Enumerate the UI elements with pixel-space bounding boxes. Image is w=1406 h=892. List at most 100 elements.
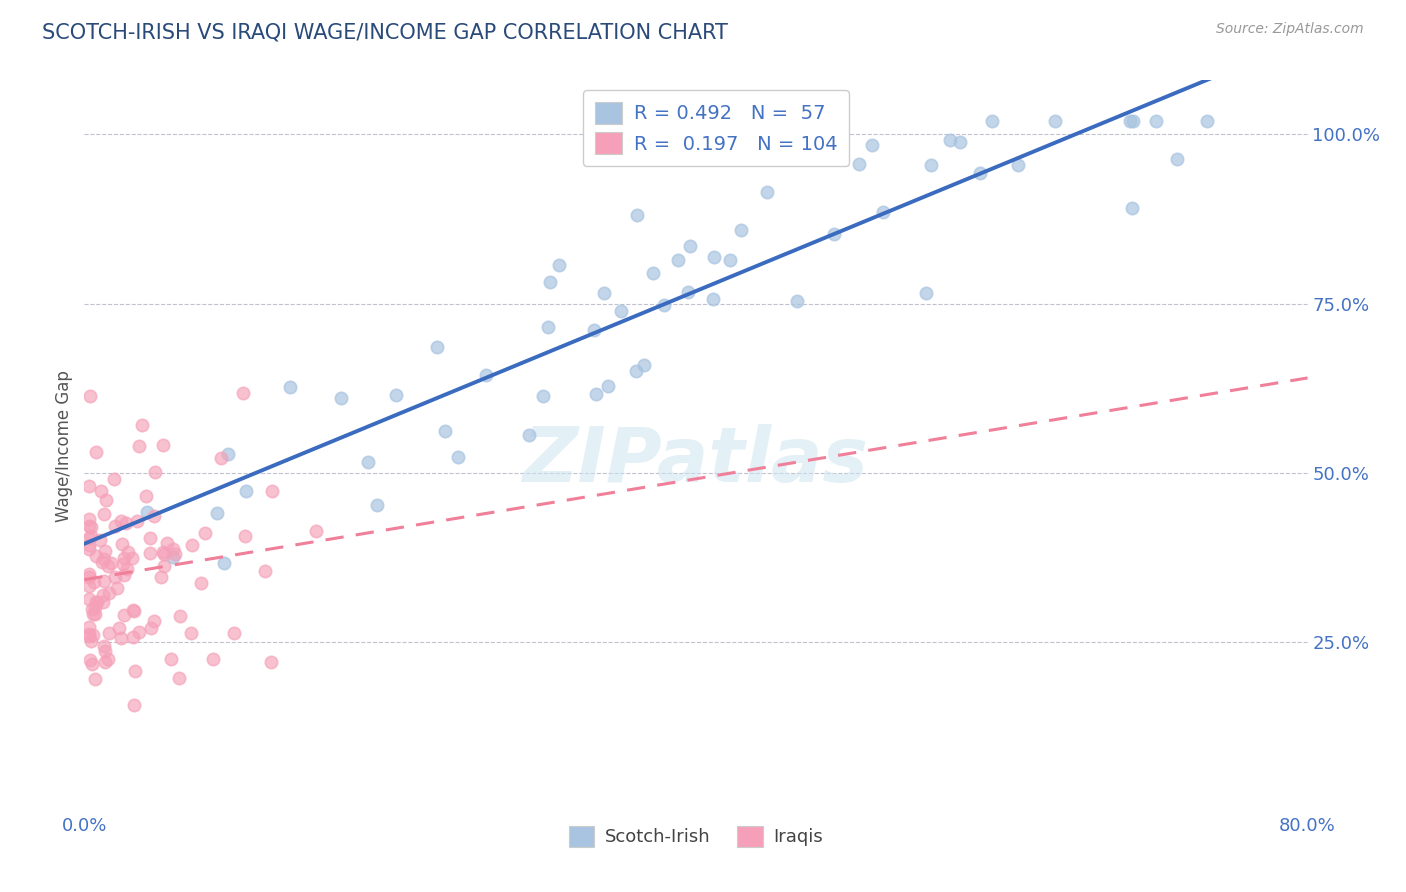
- Point: [1118, 114, 1140, 128]
- Point: [139, 531, 162, 545]
- Point: [91, 554, 114, 568]
- Point: [77, 591, 100, 606]
- Point: [156, 536, 179, 550]
- Point: [260, 483, 283, 498]
- Point: [169, 609, 191, 624]
- Point: [538, 275, 561, 289]
- Y-axis label: Wage/Income Gap: Wage/Income Gap: [55, 370, 73, 522]
- Point: [91, 588, 114, 602]
- Point: [260, 655, 283, 669]
- Point: [626, 364, 648, 378]
- Point: [1146, 114, 1168, 128]
- Point: [79, 389, 101, 403]
- Point: [115, 516, 138, 530]
- Point: [97, 652, 120, 666]
- Point: [80, 520, 103, 534]
- Point: [163, 547, 186, 561]
- Legend: Scotch-Irish, Iraqis: Scotch-Irish, Iraqis: [561, 819, 831, 854]
- Point: [121, 550, 143, 565]
- Point: [194, 526, 217, 541]
- Point: [77, 539, 100, 553]
- Text: SCOTCH-IRISH VS IRAQI WAGE/INCOME GAP CORRELATION CHART: SCOTCH-IRISH VS IRAQI WAGE/INCOME GAP CO…: [42, 22, 728, 42]
- Point: [152, 545, 174, 559]
- Point: [103, 472, 125, 486]
- Point: [107, 621, 129, 635]
- Point: [652, 298, 675, 312]
- Point: [94, 493, 117, 508]
- Point: [110, 514, 132, 528]
- Point: [77, 567, 100, 582]
- Point: [626, 208, 648, 222]
- Point: [110, 631, 132, 645]
- Point: [1121, 201, 1143, 215]
- Point: [582, 323, 605, 337]
- Point: [112, 568, 135, 582]
- Point: [131, 418, 153, 433]
- Point: [1043, 114, 1066, 128]
- Point: [135, 489, 157, 503]
- Point: [915, 285, 938, 300]
- Point: [104, 570, 127, 584]
- Point: [143, 614, 166, 628]
- Point: [115, 562, 138, 576]
- Point: [205, 507, 228, 521]
- Point: [593, 285, 616, 300]
- Point: [124, 698, 146, 712]
- Point: [305, 524, 328, 538]
- Point: [77, 479, 100, 493]
- Point: [149, 569, 172, 583]
- Point: [77, 532, 100, 546]
- Point: [117, 545, 139, 559]
- Point: [366, 498, 388, 512]
- Point: [90, 483, 112, 498]
- Point: [278, 380, 301, 394]
- Point: [97, 625, 120, 640]
- Point: [703, 250, 725, 264]
- Point: [122, 630, 145, 644]
- Point: [100, 556, 122, 570]
- Point: [209, 451, 232, 466]
- Point: [89, 533, 111, 547]
- Point: [82, 607, 104, 622]
- Point: [124, 664, 146, 678]
- Point: [125, 514, 148, 528]
- Point: [676, 285, 699, 300]
- Point: [949, 135, 972, 149]
- Point: [1197, 114, 1219, 128]
- Point: [136, 505, 159, 519]
- Point: [180, 626, 202, 640]
- Point: [93, 551, 115, 566]
- Point: [112, 607, 135, 622]
- Point: [224, 626, 246, 640]
- Point: [93, 639, 115, 653]
- Point: [585, 387, 607, 401]
- Point: [97, 558, 120, 573]
- Point: [122, 604, 145, 618]
- Point: [77, 518, 100, 533]
- Point: [610, 304, 633, 318]
- Point: [84, 599, 107, 614]
- Point: [536, 320, 558, 334]
- Point: [82, 602, 104, 616]
- Point: [82, 628, 104, 642]
- Point: [330, 391, 353, 405]
- Point: [426, 340, 449, 354]
- Point: [217, 447, 239, 461]
- Point: [160, 652, 183, 666]
- Point: [79, 653, 101, 667]
- Point: [84, 595, 107, 609]
- Point: [718, 252, 741, 267]
- Point: [598, 379, 620, 393]
- Point: [77, 570, 100, 584]
- Point: [447, 450, 470, 464]
- Point: [162, 549, 184, 564]
- Point: [860, 137, 883, 152]
- Point: [79, 627, 101, 641]
- Point: [111, 558, 134, 572]
- Point: [181, 538, 204, 552]
- Point: [235, 529, 257, 543]
- Point: [162, 542, 184, 557]
- Point: [872, 205, 894, 219]
- Point: [384, 388, 406, 402]
- Point: [112, 551, 135, 566]
